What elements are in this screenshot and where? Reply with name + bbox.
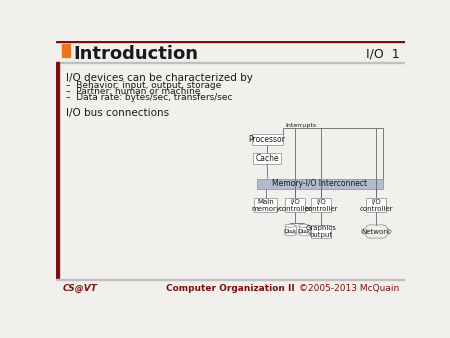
Text: Cache: Cache xyxy=(255,154,279,163)
Bar xyxy=(56,62,59,278)
Bar xyxy=(56,279,405,280)
Text: Disk: Disk xyxy=(297,229,311,234)
Text: Graphics
output: Graphics output xyxy=(306,225,337,238)
Bar xyxy=(311,198,331,212)
Text: Disk: Disk xyxy=(284,229,297,234)
Text: Memory-I/O Interconnect: Memory-I/O Interconnect xyxy=(272,179,367,188)
Text: I/O bus connections: I/O bus connections xyxy=(66,108,169,118)
Text: –  Behavior: input, output, storage: – Behavior: input, output, storage xyxy=(66,80,221,90)
Bar xyxy=(62,44,70,57)
Text: –  Data rate: bytes/sec, transfers/sec: – Data rate: bytes/sec, transfers/sec xyxy=(66,93,232,102)
Ellipse shape xyxy=(285,224,296,227)
Text: CS@VT: CS@VT xyxy=(63,284,97,293)
Bar xyxy=(366,198,387,212)
Bar xyxy=(257,179,382,189)
Text: I/O devices can be characterized by: I/O devices can be characterized by xyxy=(66,73,252,83)
Bar xyxy=(56,41,405,43)
Text: Computer Organization II: Computer Organization II xyxy=(166,284,295,293)
Ellipse shape xyxy=(299,233,310,236)
Text: ©2005-2013 McQuain: ©2005-2013 McQuain xyxy=(298,284,399,293)
Bar xyxy=(254,198,277,212)
Text: I/O
controller: I/O controller xyxy=(305,199,338,212)
Text: I/O  1: I/O 1 xyxy=(366,48,400,61)
Bar xyxy=(299,226,310,234)
Bar xyxy=(56,62,405,63)
Ellipse shape xyxy=(299,224,310,227)
Text: –  Partner: human or machine: – Partner: human or machine xyxy=(66,87,200,96)
Bar xyxy=(285,226,296,234)
Bar xyxy=(253,153,281,164)
Text: Interrupts: Interrupts xyxy=(285,123,316,127)
Bar xyxy=(252,134,283,145)
Text: I/O
controller: I/O controller xyxy=(278,199,312,212)
Text: I/O
controller: I/O controller xyxy=(360,199,393,212)
Text: Processor: Processor xyxy=(248,135,285,144)
Bar xyxy=(285,198,305,212)
Bar xyxy=(311,225,331,238)
Ellipse shape xyxy=(285,233,296,236)
Text: Main
memory: Main memory xyxy=(251,199,280,212)
Text: Network: Network xyxy=(362,228,391,235)
Text: Introduction: Introduction xyxy=(73,45,198,64)
